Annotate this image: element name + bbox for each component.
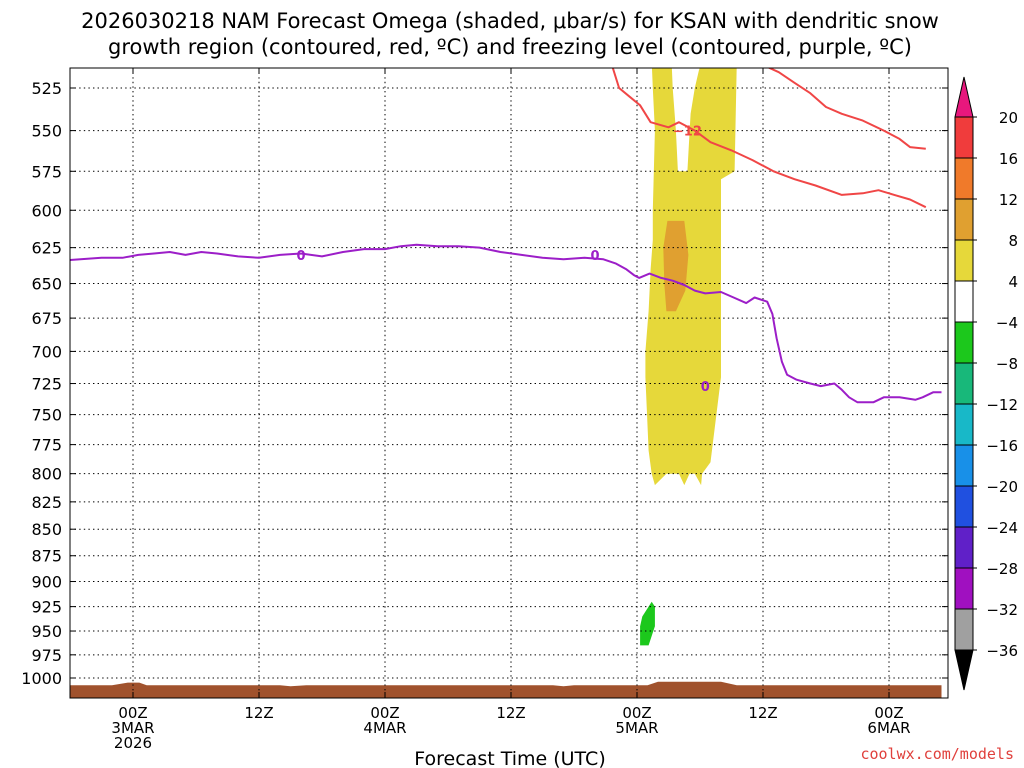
y-tick-label: 1000 <box>21 669 62 688</box>
y-tick-label: 850 <box>31 520 62 539</box>
omega-shade-region-2 <box>663 220 689 312</box>
x-axis-title: Forecast Time (UTC) <box>414 748 605 768</box>
y-tick-label: 875 <box>31 547 62 566</box>
y-tick-label: 525 <box>31 79 62 98</box>
contour-lines <box>70 68 942 404</box>
colorbar-swatch <box>954 403 974 446</box>
omega-shading <box>640 68 737 646</box>
colorbar-label: −8 <box>996 355 1018 373</box>
y-tick-label: 725 <box>31 375 62 394</box>
contour-label: 0 <box>701 380 710 395</box>
y-tick-label: 925 <box>31 598 62 617</box>
x-tick-label: 00Z <box>874 704 903 722</box>
colorbar-swatch <box>954 280 974 323</box>
y-tick-label: 975 <box>31 646 62 665</box>
y-tick-label: 825 <box>31 493 62 512</box>
grid <box>70 68 948 698</box>
colorbar-swatch <box>954 444 974 487</box>
colorbar-label: −4 <box>996 314 1018 332</box>
x-tick-label: 12Z <box>244 704 273 722</box>
x-tick-label: 5MAR <box>615 719 658 737</box>
colorbar-swatch <box>954 198 974 241</box>
x-tick-label: 4MAR <box>363 719 406 737</box>
colorbar-swatch <box>954 157 974 200</box>
chart-title-line-1: 2026030218 NAM Forecast Omega (shaded, μ… <box>81 9 939 33</box>
colorbar-bottom-arrow <box>954 649 974 691</box>
colorbar-label: −36 <box>986 642 1018 660</box>
contour-label: 0 <box>590 249 599 264</box>
colorbar-label: −24 <box>986 519 1018 537</box>
plot-frame <box>69 67 949 699</box>
y-tick-label: 575 <box>31 162 62 181</box>
colorbar-label: −20 <box>986 478 1018 496</box>
y-tick-label: 700 <box>31 342 62 361</box>
y-tick-label: 625 <box>31 239 62 258</box>
colorbar-label: 12 <box>999 191 1018 209</box>
x-tick-label: 12Z <box>748 704 777 722</box>
y-axis: 525 550 575 600 625 650 675 700 725 750 775 800 825 8… <box>21 79 948 688</box>
colorbar-swatch <box>954 567 974 610</box>
y-tick-label: 900 <box>31 573 62 592</box>
contour-line-minus12-2 <box>767 68 926 150</box>
colorbar-swatch <box>954 116 974 159</box>
y-tick-label: 750 <box>31 406 62 425</box>
colorbar: 20 16 12 8 4 −4 −8 −12 −16 −20 −24 −28 −32 −36 <box>954 76 1018 691</box>
y-tick-label: 650 <box>31 275 62 294</box>
y-tick-label: 950 <box>31 622 62 641</box>
colorbar-swatch <box>954 526 974 569</box>
omega-shade-region-3 <box>640 601 655 646</box>
contour-line-minus12-1 <box>611 68 927 209</box>
omega-shade-region-1 <box>645 68 737 486</box>
x-tick-label: 3MAR <box>111 719 154 737</box>
colorbar-swatch <box>954 362 974 405</box>
contour-labels: −12 0 0 0 <box>296 125 709 395</box>
y-tick-label: 675 <box>31 309 62 328</box>
terrain <box>70 681 942 698</box>
colorbar-label: −28 <box>986 560 1018 578</box>
colorbar-label: −12 <box>986 396 1018 414</box>
colorbar-swatch <box>954 321 974 364</box>
x-tick-label: 00Z <box>118 704 147 722</box>
colorbar-label: 8 <box>1008 232 1018 250</box>
colorbar-label: 20 <box>999 109 1018 127</box>
chart-title-line-2: growth region (contoured, red, ºC) and f… <box>108 35 912 59</box>
colorbar-swatch <box>954 239 974 282</box>
credit-text: coolwx.com/models <box>860 745 1014 763</box>
x-tick-label: 6MAR <box>867 719 910 737</box>
contour-label: 0 <box>296 249 305 264</box>
y-tick-label: 600 <box>31 201 62 220</box>
y-tick-label: 775 <box>31 436 62 455</box>
colorbar-label: 4 <box>1008 273 1018 291</box>
terrain-fill <box>70 681 942 698</box>
x-tick-label: 00Z <box>622 704 651 722</box>
x-tick-label: 00Z <box>370 704 399 722</box>
colorbar-swatch <box>954 485 974 528</box>
contour-label: −12 <box>673 125 702 140</box>
y-tick-label: 800 <box>31 465 62 484</box>
contour-line-0-1 <box>70 243 942 404</box>
colorbar-label: −32 <box>986 601 1018 619</box>
colorbar-label: 16 <box>999 150 1018 168</box>
x-tick-label: 2026 <box>114 734 152 752</box>
y-tick-label: 550 <box>31 122 62 141</box>
x-tick-label: 12Z <box>496 704 525 722</box>
colorbar-swatch <box>954 608 974 651</box>
colorbar-label: −16 <box>986 437 1018 455</box>
